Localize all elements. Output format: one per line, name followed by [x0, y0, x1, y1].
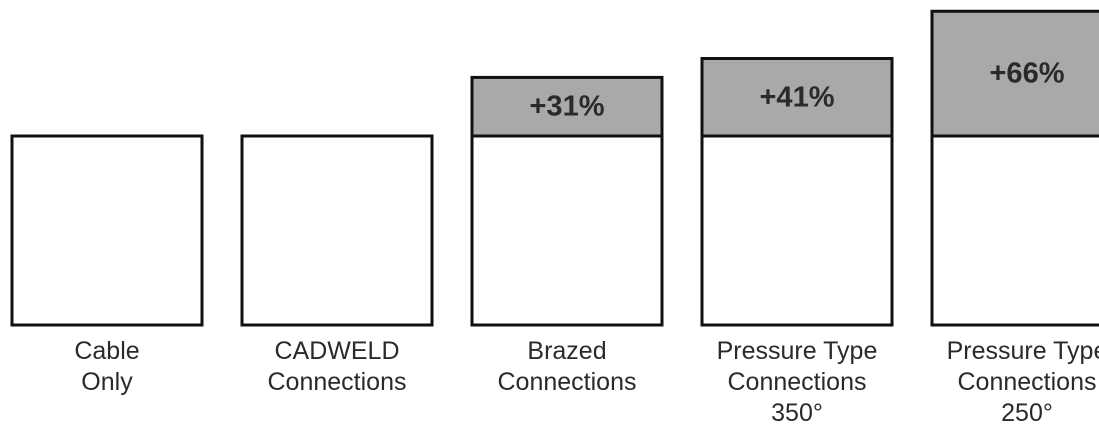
bar-group: +41% Pressure Type Connections 350° [700, 57, 894, 427]
category-label-line: CADWELD [274, 337, 399, 365]
category-label: Brazed Connections [498, 337, 637, 396]
category-label-line: Connections [958, 368, 1097, 396]
category-label-line: Brazed [527, 337, 606, 365]
category-label-line: Pressure Type [717, 337, 878, 365]
bar-base [10, 134, 204, 327]
bar-base [930, 134, 1099, 327]
category-label-line: Pressure Type [947, 337, 1099, 365]
data-label: +66% [990, 58, 1065, 90]
bar-base [700, 134, 894, 327]
bar-group: +31% Brazed Connections [470, 75, 664, 396]
bar-increase [930, 9, 1099, 138]
category-label: CADWELD Connections [268, 337, 407, 396]
bar-base [470, 134, 664, 327]
category-label-line: Connections [268, 368, 407, 396]
category-label: Pressure Type Connections 250° [947, 337, 1099, 427]
bar-group: CADWELD Connections [240, 134, 434, 396]
category-label: Cable Only [74, 337, 139, 396]
category-label-line: Connections [728, 368, 867, 396]
bar-increase [470, 75, 664, 138]
category-label-line: Connections [498, 368, 637, 396]
bar-group: +66% Pressure Type Connections 250° [930, 9, 1099, 427]
data-label: +41% [760, 81, 835, 113]
category-label: Pressure Type Connections 350° [717, 337, 878, 427]
bar-increase [700, 57, 894, 138]
category-label-line: Only [81, 368, 133, 396]
category-label-line: Cable [74, 337, 139, 365]
bar-group: Cable Only [10, 134, 204, 396]
category-label-line: 250° [1001, 399, 1053, 427]
category-label-line: 350° [771, 399, 823, 427]
bar-base [240, 134, 434, 327]
data-label: +31% [530, 91, 605, 123]
